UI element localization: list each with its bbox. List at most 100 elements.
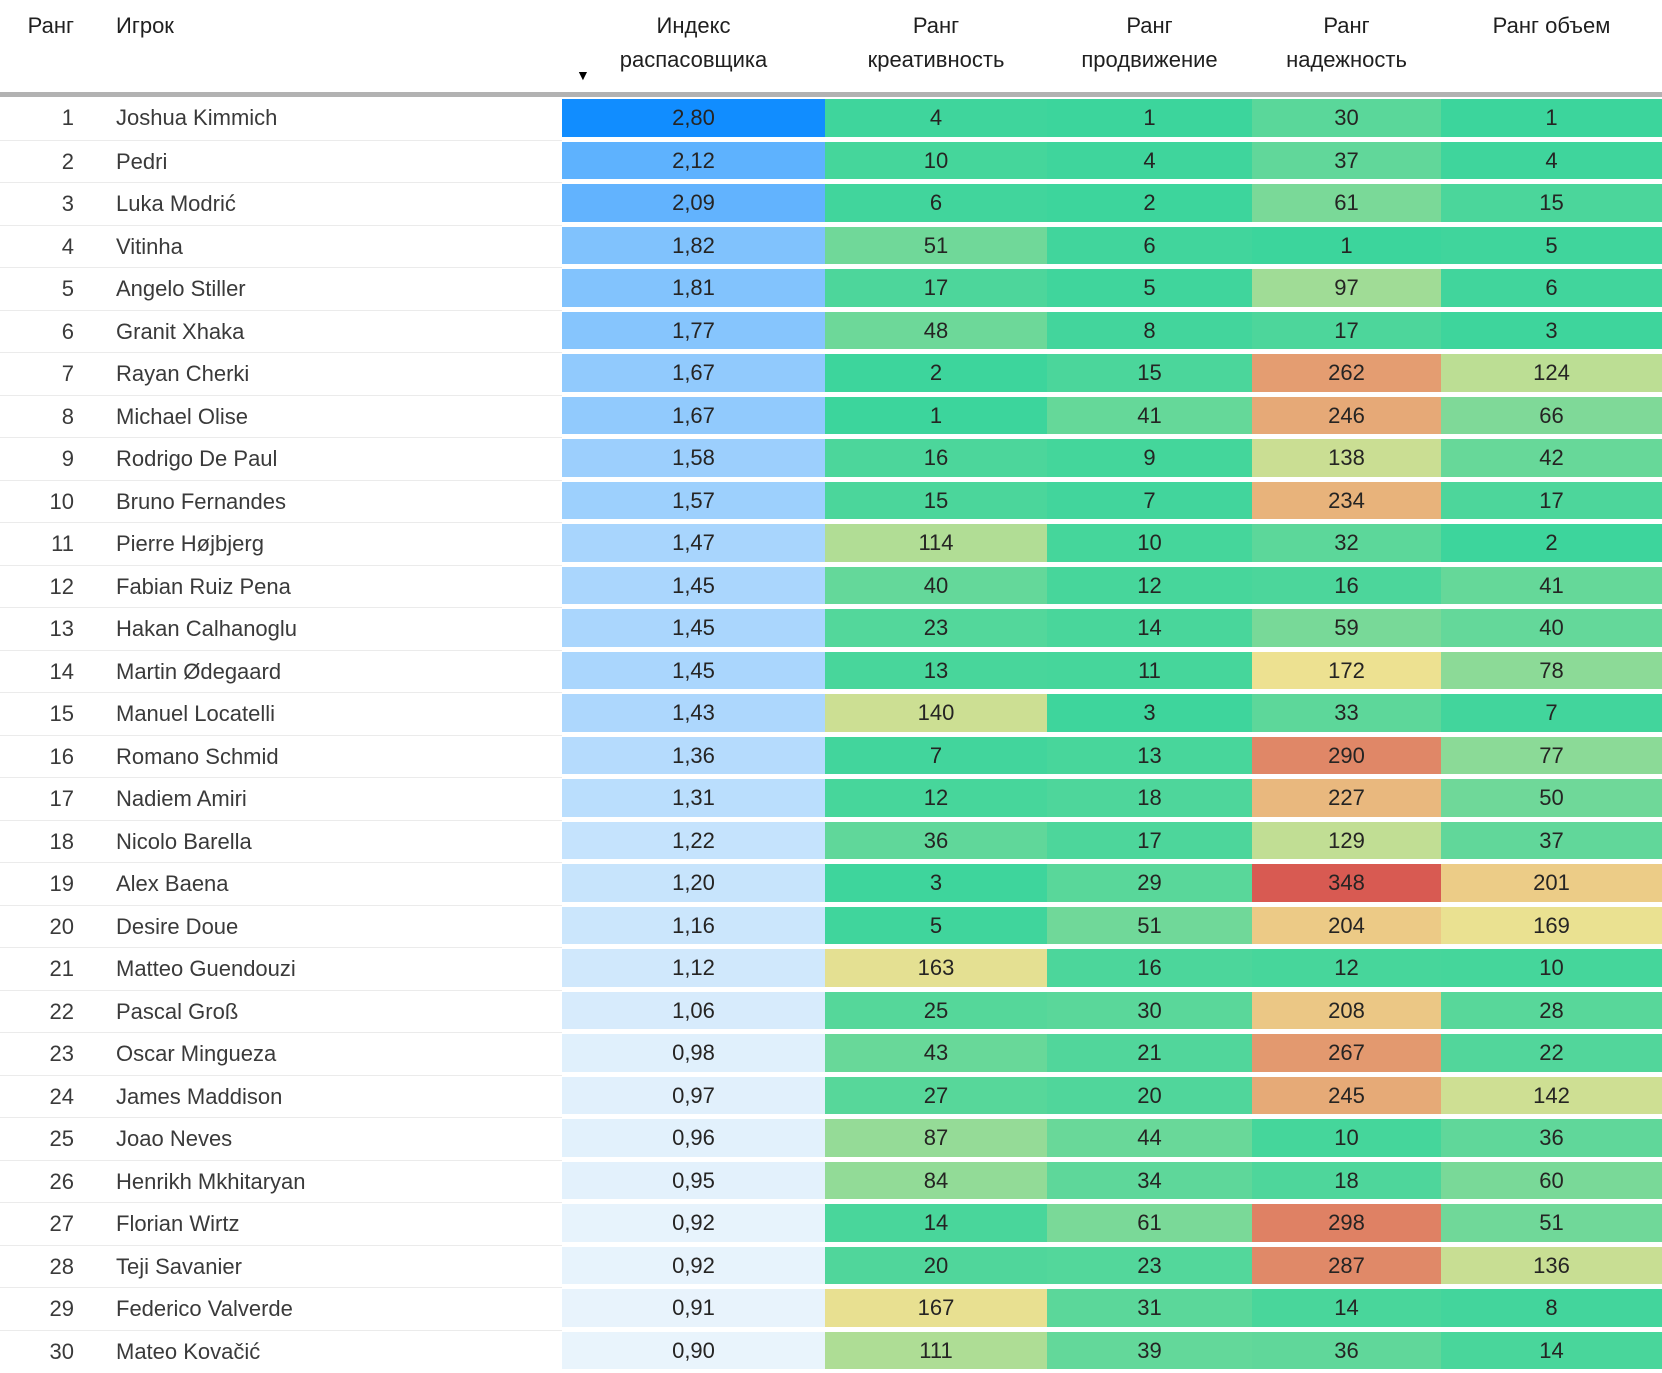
- reliability-rank-cell: 33: [1252, 692, 1441, 735]
- reliability-rank-cell: 234: [1252, 479, 1441, 523]
- reliability-rank-cell: 59: [1252, 607, 1441, 650]
- rank-cell: 12: [0, 564, 110, 608]
- volume-rank-cell: 2: [1441, 522, 1662, 565]
- col-header-player[interactable]: Игрок: [110, 0, 562, 92]
- volume-rank-cell: 5: [1441, 224, 1662, 268]
- table-row: 23 Oscar Mingueza 0,98 43 21 267 22: [0, 1032, 1662, 1075]
- col-header-volume-label: Ранг объем: [1492, 13, 1611, 38]
- col-header-progression[interactable]: Ранг продвижение: [1047, 0, 1252, 92]
- table-row: 28 Teji Savanier 0,92 20 23 287 136: [0, 1244, 1662, 1288]
- volume-rank-cell: 78: [1441, 649, 1662, 693]
- creativity-rank-cell: 25: [825, 989, 1047, 1033]
- reliability-rank-cell: 348: [1252, 862, 1441, 905]
- passer-index-cell: 1,22: [562, 819, 825, 863]
- progression-rank-cell: 16: [1047, 947, 1252, 990]
- player-cell: Mateo Kovačić: [110, 1329, 562, 1373]
- col-header-creativity[interactable]: Ранг креативность: [825, 0, 1047, 92]
- rank-cell: 11: [0, 522, 110, 565]
- volume-rank-cell: 51: [1441, 1202, 1662, 1245]
- player-cell: Luka Modrić: [110, 182, 562, 225]
- creativity-rank-cell: 27: [825, 1074, 1047, 1118]
- volume-rank-cell: 15: [1441, 182, 1662, 225]
- passer-index-cell: 1,45: [562, 607, 825, 650]
- passer-index-cell: 1,45: [562, 564, 825, 608]
- passer-index-cell: 0,90: [562, 1329, 825, 1373]
- player-cell: Desire Doue: [110, 904, 562, 948]
- progression-rank-cell: 1: [1047, 97, 1252, 140]
- table-row: 6 Granit Xhaka 1,77 48 8 17 3: [0, 309, 1662, 353]
- col-header-reliability[interactable]: Ранг надежность: [1252, 0, 1441, 92]
- volume-rank-cell: 60: [1441, 1159, 1662, 1203]
- progression-rank-cell: 30: [1047, 989, 1252, 1033]
- volume-rank-cell: 7: [1441, 692, 1662, 735]
- reliability-rank-cell: 17: [1252, 309, 1441, 353]
- passer-index-cell: 1,67: [562, 394, 825, 438]
- col-header-player-label: Игрок: [116, 13, 174, 38]
- table-row: 12 Fabian Ruiz Pena 1,45 40 12 16 41: [0, 564, 1662, 608]
- table-row: 14 Martin Ødegaard 1,45 13 11 172 78: [0, 649, 1662, 693]
- rank-cell: 9: [0, 437, 110, 480]
- reliability-rank-cell: 37: [1252, 139, 1441, 183]
- volume-rank-cell: 14: [1441, 1329, 1662, 1373]
- volume-rank-cell: 17: [1441, 479, 1662, 523]
- rank-cell: 23: [0, 1032, 110, 1075]
- passer-index-cell: 1,57: [562, 479, 825, 523]
- table-row: 10 Bruno Fernandes 1,57 15 7 234 17: [0, 479, 1662, 523]
- volume-rank-cell: 142: [1441, 1074, 1662, 1118]
- col-header-volume[interactable]: Ранг объем: [1441, 0, 1662, 92]
- passer-index-cell: 1,20: [562, 862, 825, 905]
- rank-cell: 4: [0, 224, 110, 268]
- volume-rank-cell: 8: [1441, 1287, 1662, 1330]
- volume-rank-cell: 124: [1441, 352, 1662, 395]
- table-row: 13 Hakan Calhanoglu 1,45 23 14 59 40: [0, 607, 1662, 650]
- table-row: 4 Vitinha 1,82 51 6 1 5: [0, 224, 1662, 268]
- creativity-rank-cell: 15: [825, 479, 1047, 523]
- rank-cell: 7: [0, 352, 110, 395]
- rank-cell: 1: [61, 105, 74, 130]
- volume-rank-cell: 42: [1441, 437, 1662, 480]
- progression-rank-cell: 7: [1047, 479, 1252, 523]
- table-row: 9 Rodrigo De Paul 1,58 16 9 138 42: [0, 437, 1662, 480]
- creativity-rank-cell: 140: [825, 692, 1047, 735]
- progression-rank-cell: 29: [1047, 862, 1252, 905]
- player-cell: Henrikh Mkhitaryan: [110, 1159, 562, 1203]
- progression-rank-cell: 20: [1047, 1074, 1252, 1118]
- passer-index-cell: 0,91: [562, 1287, 825, 1330]
- creativity-rank-cell: 40: [825, 564, 1047, 608]
- rank-cell: 19: [0, 862, 110, 905]
- creativity-rank-cell: 51: [825, 224, 1047, 268]
- player-cell: Alex Baena: [110, 862, 562, 905]
- table-header-row: Ранг Игрок Индекс распасовщика ▼ Ранг кр…: [0, 0, 1662, 97]
- passer-index-cell: 1,43: [562, 692, 825, 735]
- passer-index-cell: 1,06: [562, 989, 825, 1033]
- rank-cell: 28: [0, 1244, 110, 1288]
- rank-cell: 30: [0, 1329, 110, 1373]
- progression-rank-cell: 21: [1047, 1032, 1252, 1075]
- rank-cell: 22: [0, 989, 110, 1033]
- progression-rank-cell: 9: [1047, 437, 1252, 480]
- volume-rank-cell: 10: [1441, 947, 1662, 990]
- passer-index-cell: 1,82: [562, 224, 825, 268]
- passer-index-cell: 2,12: [562, 139, 825, 183]
- rank-cell: 2: [0, 139, 110, 183]
- col-header-reliability-label: Ранг надежность: [1286, 13, 1407, 72]
- progression-rank-cell: 13: [1047, 734, 1252, 778]
- table-row: 22 Pascal Groß 1,06 25 30 208 28: [0, 989, 1662, 1033]
- player-cell: Teji Savanier: [110, 1244, 562, 1288]
- col-header-creativity-label: Ранг креативность: [867, 13, 1005, 72]
- player-cell: Joao Neves: [110, 1117, 562, 1160]
- table-row: 17 Nadiem Amiri 1,31 12 18 227 50: [0, 777, 1662, 820]
- passer-index-cell: 1,12: [562, 947, 825, 990]
- rank-cell: 3: [0, 182, 110, 225]
- player-cell: Nicolo Barella: [110, 819, 562, 863]
- progression-rank-cell: 15: [1047, 352, 1252, 395]
- player-cell: Florian Wirtz: [110, 1202, 562, 1245]
- player-cell: Manuel Locatelli: [110, 692, 562, 735]
- col-header-passer-index[interactable]: Индекс распасовщика ▼: [562, 0, 825, 92]
- passer-index-cell: 2,09: [562, 182, 825, 225]
- volume-rank-cell: 1: [1441, 97, 1662, 140]
- col-header-rank[interactable]: Ранг: [0, 0, 110, 92]
- volume-rank-cell: 6: [1441, 267, 1662, 310]
- table-row: 25 Joao Neves 0,96 87 44 10 36: [0, 1117, 1662, 1160]
- creativity-rank-cell: 17: [825, 267, 1047, 310]
